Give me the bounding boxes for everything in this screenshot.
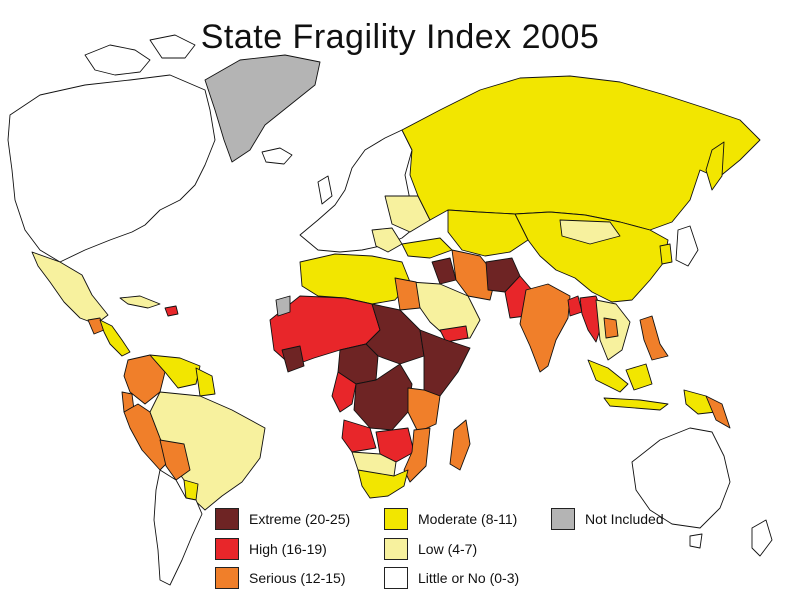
region-china: [514, 211, 669, 303]
region-paraguay: [183, 479, 199, 501]
region-papua: [683, 389, 717, 415]
region-central-africa: [331, 371, 357, 413]
region-yemen: [439, 325, 469, 343]
region-tasmania: [689, 533, 703, 549]
legend-swatch: [215, 508, 239, 530]
region-iraq: [431, 257, 457, 285]
region-mozambique: [403, 427, 431, 483]
region-balkans: [371, 227, 403, 253]
legend-item-high-16-19: High (16-19): [215, 537, 327, 561]
region-korea: [659, 243, 673, 265]
region-western-sahara: [275, 295, 291, 317]
legend-swatch: [215, 567, 239, 589]
region-uk: [317, 175, 333, 205]
legend-item-low-4-7: Low (4-7): [384, 537, 477, 561]
legend-item-not-included: Not Included: [551, 507, 664, 531]
legend-label: High (16-19): [249, 541, 327, 557]
legend-label: Extreme (20-25): [249, 511, 351, 527]
region-indonesia-1: [587, 359, 629, 393]
region-north-africa: [299, 253, 411, 305]
region-greenland: [204, 54, 321, 163]
legend-item-extreme-20-25: Extreme (20-25): [215, 507, 350, 531]
region-japan: [675, 225, 699, 267]
legend-item-little-or-no-0-3: Little or No (0-3): [384, 566, 519, 590]
region-turkey: [401, 237, 453, 259]
region-madagascar: [449, 419, 471, 471]
region-mexico: [31, 251, 109, 325]
region-iceland: [261, 147, 293, 165]
region-egypt: [394, 277, 421, 311]
legend-item-moderate-8-11: Moderate (8-11): [384, 507, 517, 531]
legend-label: Low (4-7): [418, 541, 478, 557]
region-cuba: [119, 295, 161, 309]
region-arabia: [409, 281, 481, 341]
legend-swatch: [384, 538, 408, 560]
region-venezuela: [149, 354, 201, 389]
region-east-africa: [407, 387, 441, 433]
region-horn-of-africa: [419, 329, 471, 397]
region-south-africa: [357, 469, 409, 499]
region-iran: [451, 249, 497, 301]
region-arctic-islands-2: [149, 34, 196, 59]
legend-swatch: [551, 508, 575, 530]
region-india: [519, 283, 571, 373]
region-west-africa-extreme: [281, 345, 305, 373]
legend-label: Serious (12-15): [249, 570, 346, 586]
region-mongolia: [559, 219, 621, 245]
region-zambia-zimbabwe: [375, 427, 415, 463]
region-southern-cone: [153, 469, 203, 586]
region-arctic-islands: [84, 44, 151, 76]
region-russia: [401, 75, 761, 231]
region-kamchatka: [705, 141, 725, 191]
region-cambodia-laos: [603, 317, 619, 339]
region-indonesia-2: [625, 363, 653, 391]
region-north-america: [7, 74, 216, 263]
region-central-asia: [447, 209, 529, 257]
region-eastern-europe: [384, 195, 431, 233]
region-guyanas: [195, 367, 216, 397]
region-central-america: [99, 319, 131, 357]
region-angola: [341, 419, 377, 453]
legend-label: Moderate (8-11): [418, 511, 518, 527]
legend-label: Not Included: [585, 511, 664, 527]
map-title: State Fragility Index 2005: [200, 18, 600, 56]
region-new-zealand: [751, 519, 773, 557]
region-europe: [299, 129, 419, 253]
legend-swatch: [384, 567, 408, 589]
legend-swatch: [215, 538, 239, 560]
region-indonesia-3: [603, 397, 669, 411]
legend-swatch: [384, 508, 408, 530]
legend-label: Little or No (0-3): [418, 570, 520, 586]
region-png: [705, 395, 731, 429]
region-australia: [631, 427, 731, 529]
legend-item-serious-12-15: Serious (12-15): [215, 566, 346, 590]
region-philippines: [639, 315, 669, 361]
region-haiti: [164, 305, 179, 317]
region-bolivia: [159, 439, 191, 481]
